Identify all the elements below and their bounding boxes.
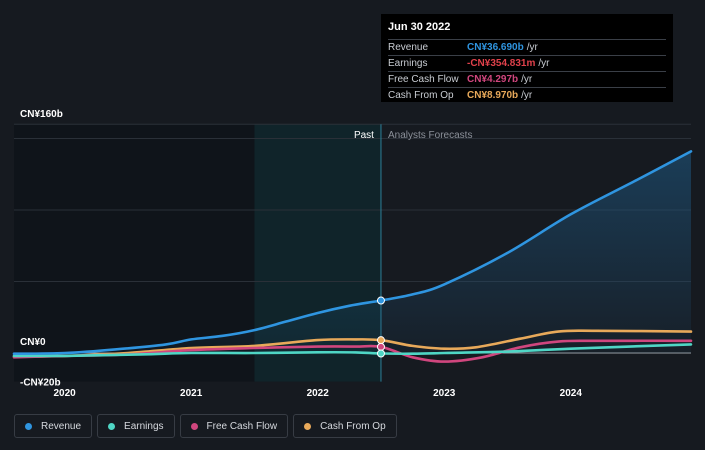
x-tick-label: 2022 <box>307 388 330 399</box>
y-tick-label: CN¥160b <box>20 109 63 120</box>
legend-item-earnings[interactable]: Earnings <box>97 414 175 438</box>
cash-from-op-marker <box>376 336 385 345</box>
tooltip-row-label: Earnings <box>388 58 428 69</box>
y-tick-label: CN¥0 <box>20 337 46 348</box>
tooltip-row-value: CN¥4.297b <box>467 74 519 85</box>
tooltip-row-label: Free Cash Flow <box>388 74 459 85</box>
legend-dot-icon <box>190 422 198 430</box>
legend-item-free-cash-flow[interactable]: Free Cash Flow <box>179 414 289 438</box>
legend-item-revenue[interactable]: Revenue <box>14 414 93 438</box>
tooltip-row-label: Cash From Op <box>388 90 454 101</box>
tooltip-row-value: -CN¥354.831m <box>467 58 536 69</box>
x-tick-label: 2023 <box>433 388 456 399</box>
legend: Revenue Earnings Free Cash Flow Cash From O… <box>14 414 397 438</box>
tooltip-row-label: Revenue <box>388 42 429 53</box>
tooltip-row-earnings: Earnings -CN¥354.831m/yr <box>388 55 666 71</box>
tooltip-row-unit: /yr <box>521 74 533 85</box>
tooltip-row-unit: /yr <box>526 42 538 53</box>
tooltip-row-free-cash-flow: Free Cash Flow CN¥4.297b/yr <box>388 71 666 87</box>
revenue-marker <box>376 296 385 305</box>
tooltip-row-revenue: Revenue CN¥36.690b/yr <box>388 39 666 55</box>
legend-label: Earnings <box>124 420 164 432</box>
tooltip-date: Jun 30 2022 <box>388 21 451 33</box>
legend-label: Free Cash Flow <box>206 420 278 432</box>
revenue-line <box>12 150 693 355</box>
earnings-marker <box>376 349 385 358</box>
legend-dot-icon <box>304 422 312 430</box>
tooltip-row-unit: /yr <box>521 90 533 101</box>
tooltip-row-value: CN¥36.690b <box>467 42 524 53</box>
revenue-area <box>14 151 691 354</box>
tooltip-row-value: CN¥8.970b <box>467 90 519 101</box>
past-label: Past <box>354 130 374 141</box>
x-tick-label: 2024 <box>560 388 583 399</box>
legend-dot-icon <box>108 422 116 430</box>
x-tick-label: 2021 <box>180 388 203 399</box>
tooltip-row-cash-from-op: Cash From Op CN¥8.970b/yr <box>388 87 666 103</box>
earnings-line <box>12 343 693 358</box>
free-cash-flow-marker <box>376 342 385 351</box>
legend-item-cash-from-op[interactable]: Cash From Op <box>293 414 397 438</box>
legend-dot-icon <box>25 422 32 430</box>
tooltip: Jun 30 2022 Revenue CN¥36.690b/yr Earnings… <box>381 14 673 102</box>
forecast-label: Analysts Forecasts <box>388 130 472 141</box>
tooltip-row-unit: /yr <box>538 58 550 69</box>
legend-label: Revenue <box>41 420 82 432</box>
legend-label: Cash From Op <box>320 420 386 432</box>
x-tick-label: 2020 <box>53 388 76 399</box>
y-tick-label: -CN¥20b <box>20 378 61 389</box>
